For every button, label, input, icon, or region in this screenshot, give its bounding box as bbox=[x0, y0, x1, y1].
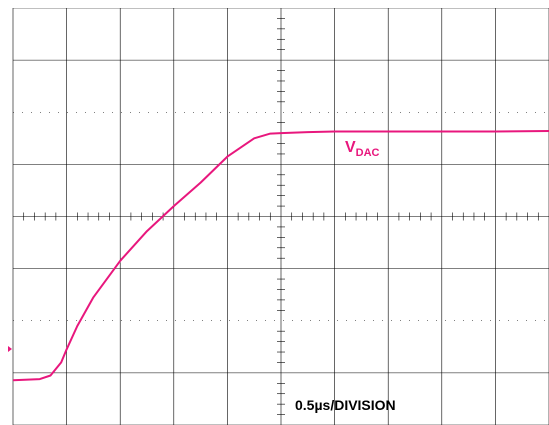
signal-label: VDAC bbox=[345, 139, 380, 159]
timebase-label: 0.5µs/DIVISION bbox=[295, 397, 396, 413]
signal-label-main: V bbox=[345, 139, 356, 156]
vdac-trace bbox=[12, 130, 549, 382]
signal-label-subscript: DAC bbox=[356, 147, 380, 159]
ground-reference-marker bbox=[8, 346, 12, 352]
top-margin bbox=[0, 0, 549, 8]
center-axis-ticks bbox=[23, 18, 539, 415]
